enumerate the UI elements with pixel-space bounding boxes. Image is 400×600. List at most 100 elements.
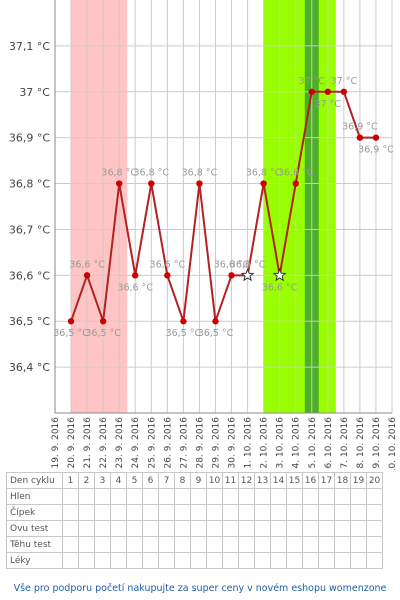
table-cell[interactable] — [318, 488, 335, 505]
table-cell[interactable] — [286, 488, 303, 505]
table-cell[interactable] — [270, 552, 287, 569]
table-cell[interactable] — [62, 552, 79, 569]
table-cell[interactable] — [158, 520, 175, 537]
table-cell[interactable] — [94, 536, 111, 553]
table-cell[interactable] — [222, 504, 239, 521]
table-cell[interactable] — [238, 552, 255, 569]
table-cell[interactable] — [350, 552, 367, 569]
table-cell[interactable] — [334, 536, 351, 553]
table-cell[interactable] — [62, 520, 79, 537]
table-cell[interactable] — [302, 504, 319, 521]
table-cell[interactable] — [126, 504, 143, 521]
table-cell[interactable] — [334, 504, 351, 521]
table-cell[interactable] — [334, 552, 351, 569]
table-cell[interactable] — [190, 520, 207, 537]
table-cell[interactable] — [94, 488, 111, 505]
table-cell[interactable] — [110, 536, 127, 553]
table-cell[interactable] — [254, 552, 271, 569]
table-cell[interactable] — [78, 520, 95, 537]
table-cell[interactable] — [334, 520, 351, 537]
table-cell[interactable] — [158, 536, 175, 553]
table-cell[interactable] — [142, 536, 159, 553]
table-cell[interactable] — [238, 536, 255, 553]
table-cell[interactable] — [254, 504, 271, 521]
table-cell[interactable] — [238, 520, 255, 537]
table-cell[interactable] — [286, 536, 303, 553]
table-cell[interactable] — [190, 504, 207, 521]
table-cell[interactable] — [174, 536, 191, 553]
table-cell[interactable] — [350, 520, 367, 537]
table-cell[interactable] — [366, 520, 383, 537]
table-cell[interactable] — [366, 552, 383, 569]
table-cell[interactable] — [78, 488, 95, 505]
table-cell[interactable] — [126, 520, 143, 537]
table-cell[interactable] — [270, 504, 287, 521]
table-cell[interactable] — [350, 488, 367, 505]
table-cell[interactable] — [78, 504, 95, 521]
table-cell[interactable] — [174, 488, 191, 505]
table-cell[interactable] — [270, 520, 287, 537]
table-cell[interactable] — [206, 520, 223, 537]
table-cell[interactable] — [110, 552, 127, 569]
table-cell[interactable] — [142, 488, 159, 505]
table-cell[interactable] — [286, 504, 303, 521]
table-cell[interactable] — [270, 536, 287, 553]
table-cell[interactable] — [334, 488, 351, 505]
table-cell[interactable] — [286, 520, 303, 537]
table-cell[interactable] — [126, 488, 143, 505]
table-cell[interactable] — [222, 488, 239, 505]
table-cell[interactable] — [110, 488, 127, 505]
table-cell[interactable] — [286, 552, 303, 569]
table-cell[interactable] — [94, 520, 111, 537]
table-cell[interactable] — [302, 520, 319, 537]
table-cell[interactable] — [94, 552, 111, 569]
table-cell[interactable] — [366, 536, 383, 553]
table-cell[interactable] — [366, 488, 383, 505]
table-cell[interactable] — [158, 504, 175, 521]
table-cell[interactable] — [62, 488, 79, 505]
table-cell[interactable] — [206, 536, 223, 553]
table-cell[interactable] — [222, 536, 239, 553]
table-cell[interactable] — [318, 552, 335, 569]
table-cell[interactable] — [174, 552, 191, 569]
table-cell[interactable] — [62, 536, 79, 553]
table-cell[interactable] — [238, 504, 255, 521]
table-cell[interactable] — [302, 488, 319, 505]
table-cell[interactable] — [158, 552, 175, 569]
table-cell[interactable] — [142, 520, 159, 537]
eshop-promo-link[interactable]: Vše pro podporu početí nakupujte za supe… — [13, 583, 387, 594]
table-cell[interactable] — [222, 520, 239, 537]
table-cell[interactable] — [302, 552, 319, 569]
table-cell[interactable] — [94, 504, 111, 521]
table-cell[interactable] — [78, 536, 95, 553]
table-cell[interactable] — [302, 536, 319, 553]
table-cell[interactable] — [366, 504, 383, 521]
table-cell[interactable] — [318, 504, 335, 521]
table-cell[interactable] — [78, 552, 95, 569]
table-cell[interactable] — [238, 488, 255, 505]
table-cell[interactable] — [142, 552, 159, 569]
table-cell[interactable] — [206, 488, 223, 505]
table-cell[interactable] — [190, 488, 207, 505]
table-cell[interactable] — [190, 552, 207, 569]
table-cell[interactable] — [350, 504, 367, 521]
table-cell[interactable] — [158, 488, 175, 505]
table-cell[interactable] — [270, 488, 287, 505]
table-cell[interactable] — [318, 520, 335, 537]
table-cell[interactable] — [254, 520, 271, 537]
table-cell[interactable] — [174, 504, 191, 521]
table-cell[interactable] — [110, 504, 127, 521]
table-cell[interactable] — [126, 552, 143, 569]
table-cell[interactable] — [126, 536, 143, 553]
table-cell[interactable] — [62, 504, 79, 521]
table-cell[interactable] — [142, 504, 159, 521]
table-cell[interactable] — [350, 536, 367, 553]
table-cell[interactable] — [254, 488, 271, 505]
table-cell[interactable] — [318, 536, 335, 553]
table-cell[interactable] — [254, 536, 271, 553]
table-cell[interactable] — [206, 504, 223, 521]
table-cell[interactable] — [174, 520, 191, 537]
table-cell[interactable] — [110, 520, 127, 537]
table-cell[interactable] — [222, 552, 239, 569]
table-cell[interactable] — [206, 552, 223, 569]
